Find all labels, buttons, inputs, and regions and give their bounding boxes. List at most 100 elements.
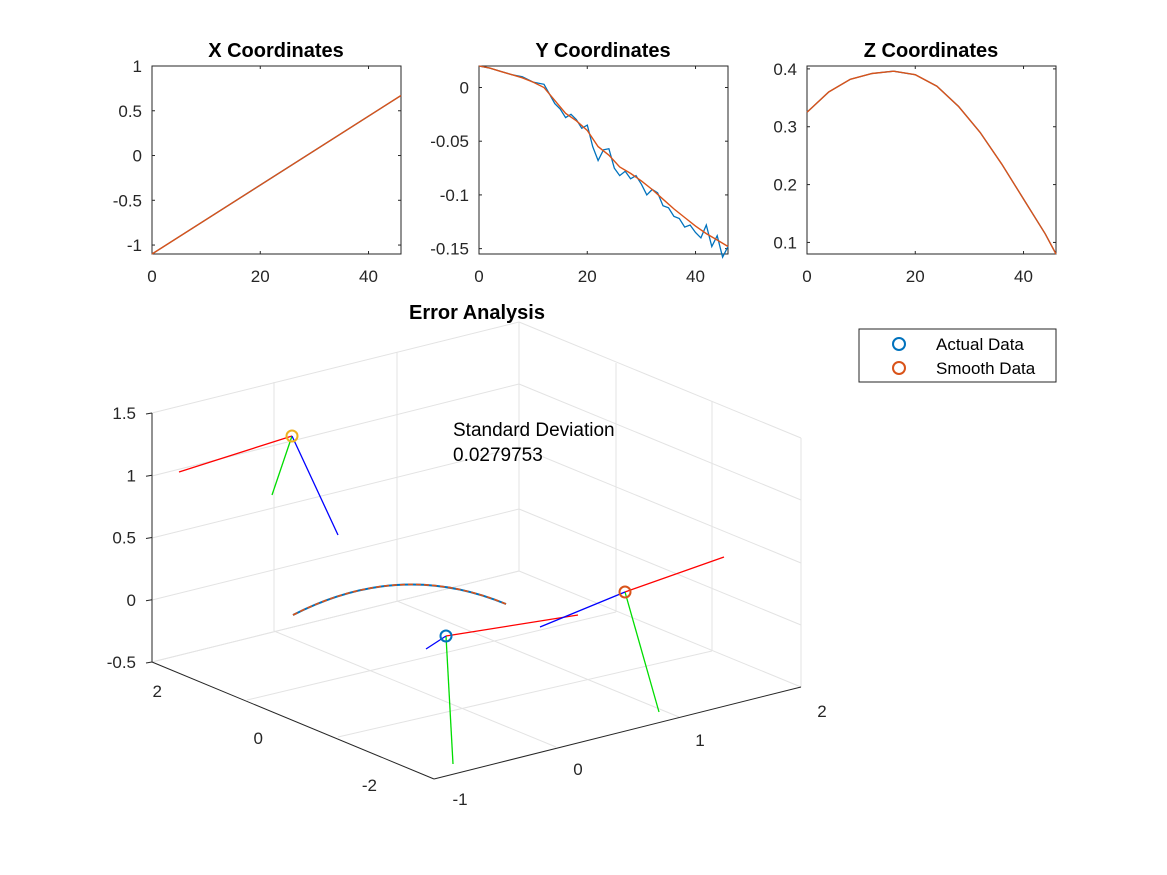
y-tick-label: 0.3	[773, 118, 797, 137]
z-tick-label: 0	[127, 591, 136, 610]
actual-data-curve	[292, 583, 507, 616]
smooth-data-line	[806, 70, 1057, 255]
y3d-tick-label: 2	[153, 682, 162, 701]
grid-line	[518, 321, 802, 439]
y-coordinates-lines	[478, 65, 729, 260]
z-tick-label: -0.5	[107, 653, 136, 672]
x-tick-label: 0	[802, 267, 811, 286]
x-coordinates-plot: X Coordinates 0 20 40 1 0.5 0 -0.5 -1	[113, 40, 402, 286]
frame-y-axis	[445, 635, 454, 765]
x-coordinates-title: X Coordinates	[208, 40, 344, 62]
frame-start	[425, 614, 579, 765]
frame-x-axis	[178, 435, 293, 473]
z-tick-mark	[145, 537, 153, 539]
y-tick-label: -1	[127, 236, 142, 255]
z-tick-label: 0.5	[112, 529, 136, 548]
y3d-tick-label: -2	[362, 776, 377, 795]
z-tick-mark	[145, 412, 153, 415]
x-tick-label: 20	[906, 267, 925, 286]
frame-y-axis	[624, 591, 660, 713]
grid-line	[518, 508, 802, 626]
error-analysis-plot: Error Analysis	[107, 302, 827, 809]
x-tick-label: 40	[1014, 267, 1033, 286]
error-analysis-ticks: 1.5 1 0.5 0 -0.5 -2 0 2 -1 0 1 2	[107, 404, 827, 809]
x-coordinates-lines	[151, 94, 402, 255]
legend-box	[858, 328, 1057, 383]
z-tick-mark	[145, 474, 153, 477]
y-tick-label: -0.15	[430, 240, 469, 259]
frame-marker	[439, 629, 453, 643]
y-coordinates-plot: Y Coordinates 0 20 40 0 -0.05 -0.1 -0.15	[430, 40, 729, 286]
legend: Actual Data Smooth Data	[858, 328, 1057, 383]
grid-line	[151, 570, 520, 663]
y-tick-label: 1	[133, 57, 142, 76]
z-coordinates-axes-box	[806, 65, 1057, 255]
x-coordinates-ticks: 0 20 40 1 0.5 0 -0.5 -1	[113, 57, 401, 286]
frame-y-axis	[271, 435, 293, 496]
x-tick-label: 0	[474, 267, 483, 286]
x-coordinates-axes-box	[151, 65, 402, 255]
y-tick-label: 0.5	[118, 102, 142, 121]
frame-z-axis	[539, 591, 626, 628]
z-coordinates-ticks: 0 20 40 0.4 0.3 0.2 0.1	[773, 60, 1056, 286]
error-analysis-grid	[151, 321, 802, 748]
std-dev-value: 0.0279753	[453, 445, 543, 466]
x3d-tick-label: 2	[817, 702, 826, 721]
grid-line	[273, 630, 557, 748]
y-tick-label: 0.4	[773, 60, 797, 79]
y-tick-label: -0.1	[440, 186, 469, 205]
grid-line	[518, 570, 802, 688]
z-tick-label: 1	[127, 466, 136, 485]
y-coordinates-ticks: 0 20 40 0 -0.05 -0.1 -0.15	[430, 66, 728, 286]
x-tick-label: 20	[578, 267, 597, 286]
frame-marker	[618, 585, 632, 599]
z-tick-mark	[145, 661, 153, 664]
frame-z-axis	[291, 435, 339, 536]
smooth-data-line	[478, 65, 729, 248]
smooth-data-line	[151, 94, 402, 255]
grid-line	[151, 321, 520, 414]
x3d-tick-label: 0	[573, 760, 582, 779]
y-tick-label: 0	[460, 78, 469, 97]
legend-actual-marker	[892, 337, 906, 351]
legend-smooth-label: Smooth Data	[936, 359, 1036, 378]
frame-end	[539, 556, 725, 713]
y-coordinates-axes-box	[478, 65, 729, 255]
legend-smooth-marker	[892, 361, 906, 375]
frame-x-axis	[445, 614, 579, 637]
y-tick-label: -0.5	[113, 191, 142, 210]
frame-top	[178, 429, 339, 536]
x-tick-label: 40	[686, 267, 705, 286]
grid-line	[151, 508, 520, 601]
y-tick-label: 0.1	[773, 233, 797, 252]
grid-line	[396, 600, 680, 718]
y3d-tick-label: 0	[254, 729, 263, 748]
x3d-tick-label: -1	[452, 790, 467, 809]
frame-marker	[285, 429, 299, 443]
x3d-tick-label: 1	[695, 731, 704, 750]
x-tick-label: 20	[251, 267, 270, 286]
z-tick-label: 1.5	[112, 404, 136, 423]
y-tick-label: -0.05	[430, 132, 469, 151]
smooth-data-curve	[292, 583, 507, 616]
std-dev-label: Standard Deviation	[453, 420, 615, 441]
y-coordinates-title: Y Coordinates	[535, 40, 670, 62]
frame-x-axis	[624, 556, 725, 593]
z-coordinates-plot: Z Coordinates 0 20 40 0.4 0.3 0.2 0.1	[773, 40, 1057, 286]
grid-line	[246, 611, 617, 701]
z-tick-mark	[145, 599, 153, 602]
x-axis-line	[433, 686, 802, 780]
error-analysis-title: Error Analysis	[409, 302, 545, 324]
x-tick-label: 0	[147, 267, 156, 286]
y-tick-label: 0.2	[773, 176, 797, 195]
y-axis-line	[151, 661, 435, 780]
y-tick-label: 0	[133, 147, 142, 166]
z-coordinates-lines	[806, 70, 1057, 255]
legend-actual-label: Actual Data	[936, 335, 1024, 354]
z-coordinates-title: Z Coordinates	[864, 40, 998, 62]
grid-line	[518, 446, 802, 564]
grid-line	[337, 650, 713, 738]
frame-z-axis	[425, 635, 447, 650]
grid-line	[151, 446, 520, 539]
grid-line	[518, 383, 802, 501]
